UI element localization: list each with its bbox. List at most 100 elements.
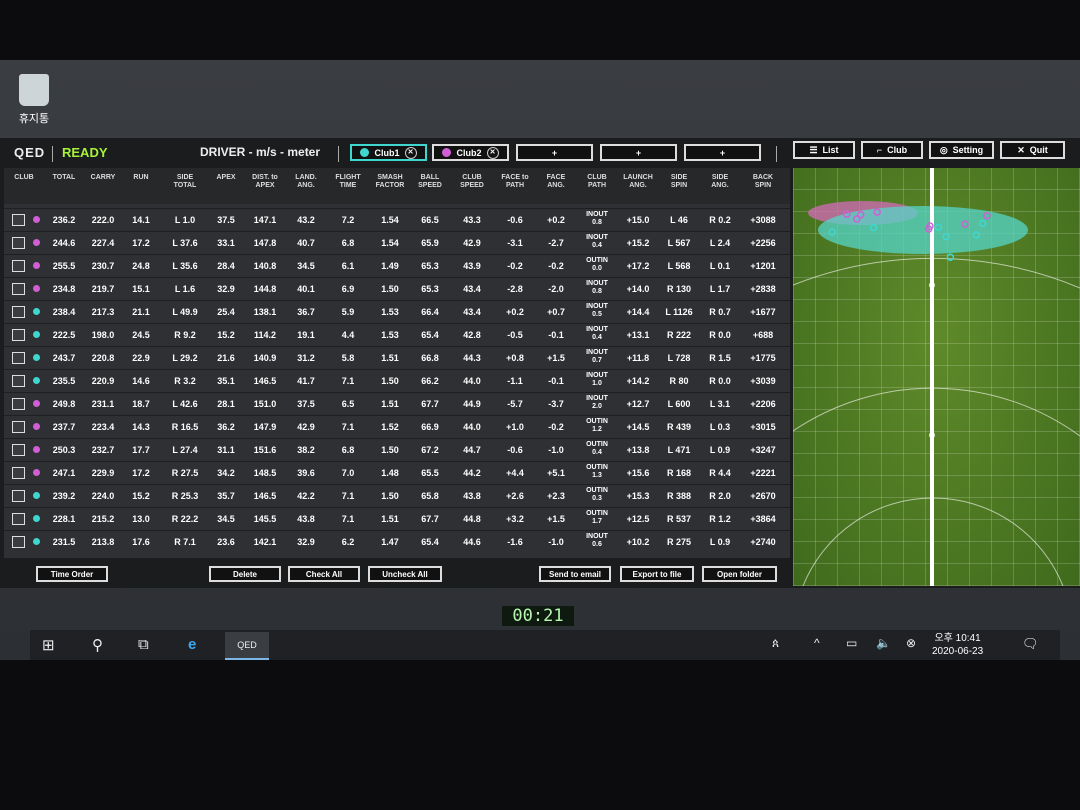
table-header: CLUB TOTAL CARRY RUN SIDE TOTAL APEX DIST. to … bbox=[4, 168, 790, 204]
row-checkbox[interactable] bbox=[12, 283, 25, 295]
table-cell: 247.1 bbox=[52, 468, 76, 478]
column-header[interactable]: CLUB PATH bbox=[587, 174, 607, 189]
column-header[interactable]: BALL SPEED bbox=[418, 174, 442, 189]
search-icon[interactable]: ⚲ bbox=[92, 637, 103, 654]
table-row[interactable]: 236.2 222.0 14.1 L 1.0 37.5 147.1 43.2 7.2 1.54 6… bbox=[4, 208, 790, 231]
golf-club-icon: ⌐ bbox=[876, 145, 883, 155]
export-to-file-button[interactable]: Export to file bbox=[620, 566, 694, 582]
add-club-tab[interactable]: + bbox=[600, 144, 677, 161]
column-header[interactable]: TOTAL bbox=[52, 174, 76, 181]
row-checkbox[interactable] bbox=[12, 513, 25, 525]
button-label: Setting bbox=[952, 145, 984, 155]
row-checkbox[interactable] bbox=[12, 214, 25, 226]
network-icon[interactable]: ▭ bbox=[846, 636, 858, 650]
table-cell: -0.2 bbox=[548, 422, 564, 432]
club-button[interactable]: ⌐ Club bbox=[861, 141, 923, 159]
add-club-tab[interactable]: + bbox=[684, 144, 761, 161]
table-cell: R 1.2 bbox=[709, 514, 731, 524]
setting-button[interactable]: ◎ Setting bbox=[929, 141, 994, 159]
row-checkbox[interactable] bbox=[12, 398, 25, 410]
table-row[interactable]: 239.2 224.0 15.2 R 25.3 35.7 146.5 42.2 7.1 1.50… bbox=[4, 484, 790, 507]
column-header[interactable]: CARRY bbox=[90, 174, 116, 181]
row-checkbox[interactable] bbox=[12, 306, 25, 318]
table-cell: 6.1 bbox=[341, 261, 355, 271]
table-row[interactable]: 222.5 198.0 24.5 R 9.2 15.2 114.2 19.1 4.4 1.53 6… bbox=[4, 323, 790, 346]
row-checkbox[interactable] bbox=[12, 375, 25, 387]
table-cell: +11.8 bbox=[626, 353, 650, 363]
column-header[interactable]: DIST. to APEX bbox=[252, 174, 278, 189]
clock[interactable]: 오후 10:41 2020-06-23 bbox=[932, 632, 983, 658]
column-header[interactable]: LAND. ANG. bbox=[295, 174, 317, 189]
table-row[interactable]: 235.5 220.9 14.6 R 3.2 35.1 146.5 41.7 7.1 1.50 6… bbox=[4, 369, 790, 392]
table-cell: +12.5 bbox=[626, 514, 650, 524]
table-row[interactable]: 250.3 232.7 17.7 L 27.4 31.1 151.6 38.2 6.8 1.50… bbox=[4, 438, 790, 461]
table-cell: +0.8 bbox=[506, 353, 524, 363]
table-cell: L 0.1 bbox=[709, 261, 731, 271]
volume-icon[interactable]: 🔈 bbox=[876, 636, 891, 650]
send-to-email-button[interactable]: Send to email bbox=[539, 566, 611, 582]
shot-landing-point bbox=[961, 220, 969, 228]
add-club-tab[interactable]: + bbox=[516, 144, 593, 161]
uncheck-all-button[interactable]: Uncheck All bbox=[368, 566, 442, 582]
tab-club1[interactable]: Club1 ✕ bbox=[350, 144, 427, 161]
windows-start-icon[interactable]: ⊞ bbox=[42, 637, 55, 654]
table-cell: +1775 bbox=[750, 353, 776, 363]
row-checkbox[interactable] bbox=[12, 467, 25, 479]
quit-button[interactable]: ✕ Quit bbox=[1000, 141, 1065, 159]
people-icon[interactable]: ጰ bbox=[772, 636, 780, 650]
table-cell: INOUT 0.6 bbox=[586, 533, 608, 548]
row-checkbox[interactable] bbox=[12, 237, 25, 249]
row-checkbox[interactable] bbox=[12, 490, 25, 502]
table-row[interactable]: 247.1 229.9 17.2 R 27.5 34.2 148.5 39.6 7.0 1.48… bbox=[4, 461, 790, 484]
task-view-icon[interactable]: ⧉ bbox=[138, 636, 149, 653]
desktop-icon-recycle-bin[interactable]: 휴지통 bbox=[12, 74, 56, 126]
column-header[interactable]: BACK SPIN bbox=[752, 174, 774, 189]
open-folder-button[interactable]: Open folder bbox=[702, 566, 777, 582]
column-header[interactable]: RUN bbox=[133, 174, 149, 181]
table-cell: R 3.2 bbox=[174, 376, 196, 386]
table-cell: +2256 bbox=[750, 238, 776, 248]
column-header[interactable]: FACE ANG. bbox=[546, 174, 566, 189]
column-header[interactable]: LAUNCH ANG. bbox=[623, 174, 653, 189]
table-row[interactable]: 244.6 227.4 17.2 L 37.6 33.1 147.8 40.7 6.8 1.54… bbox=[4, 231, 790, 254]
table-row[interactable]: 237.7 223.4 14.3 R 16.5 36.2 147.9 42.9 7.1 1.52… bbox=[4, 415, 790, 438]
table-row[interactable]: 238.4 217.3 21.1 L 49.9 25.4 138.1 36.7 5.9 1.53… bbox=[4, 300, 790, 323]
table-row[interactable]: 243.7 220.8 22.9 L 29.2 21.6 140.9 31.2 5.8 1.51… bbox=[4, 346, 790, 369]
column-header[interactable]: CLUB SPEED bbox=[460, 174, 484, 189]
table-row[interactable]: 234.8 219.7 15.1 L 1.6 32.9 144.8 40.1 6.9 1.50 6… bbox=[4, 277, 790, 300]
table-row[interactable]: 228.1 215.2 13.0 R 22.2 34.5 145.5 43.8 7.1 1.51… bbox=[4, 507, 790, 530]
table-row[interactable]: 249.8 231.1 18.7 L 42.6 28.1 151.0 37.5 6.5 1.51… bbox=[4, 392, 790, 415]
column-header[interactable]: SIDE TOTAL bbox=[173, 174, 197, 189]
column-header[interactable]: FLIGHT TIME bbox=[335, 174, 361, 189]
internet-explorer-icon[interactable]: e bbox=[188, 636, 197, 653]
column-header[interactable]: SIDE SPIN bbox=[670, 174, 688, 189]
close-circle-icon[interactable]: ⊗ bbox=[906, 636, 917, 650]
table-cell: 13.0 bbox=[132, 514, 150, 524]
column-header[interactable]: APEX bbox=[216, 174, 236, 181]
column-header[interactable]: FACE to PATH bbox=[501, 174, 529, 189]
time-order-button[interactable]: Time Order bbox=[36, 566, 108, 582]
column-header[interactable]: CLUB bbox=[14, 174, 34, 181]
list-button[interactable]: ☰ List bbox=[793, 141, 855, 159]
table-row[interactable]: 231.5 213.8 17.6 R 7.1 23.6 142.1 32.9 6.2 1.47 6… bbox=[4, 530, 790, 553]
row-checkbox[interactable] bbox=[12, 421, 25, 433]
qed-app-taskbar-button[interactable]: QED bbox=[225, 632, 269, 660]
delete-button[interactable]: Delete bbox=[209, 566, 281, 582]
close-icon[interactable]: ✕ bbox=[486, 146, 499, 159]
row-checkbox[interactable] bbox=[12, 329, 25, 341]
tab-club2[interactable]: Club2 ✕ bbox=[432, 144, 509, 161]
row-checkbox[interactable] bbox=[12, 444, 25, 456]
table-cell: R 388 bbox=[666, 491, 692, 501]
close-icon[interactable]: ✕ bbox=[404, 146, 417, 159]
notifications-icon[interactable]: 🗨 bbox=[1022, 636, 1039, 651]
chevron-up-icon[interactable]: ^ bbox=[814, 636, 820, 650]
check-all-button[interactable]: Check All bbox=[288, 566, 360, 582]
row-checkbox[interactable] bbox=[12, 352, 25, 364]
column-header[interactable]: SMASH FACTOR bbox=[375, 174, 405, 189]
table-row[interactable]: 255.5 230.7 24.8 L 35.6 28.4 140.8 34.5 6.1 1.49… bbox=[4, 254, 790, 277]
row-checkbox[interactable] bbox=[12, 260, 25, 272]
column-header[interactable]: SIDE ANG. bbox=[711, 174, 729, 189]
shot-landing-point bbox=[983, 211, 991, 220]
table-cell: 65.3 bbox=[421, 284, 439, 294]
row-checkbox[interactable] bbox=[12, 536, 25, 548]
